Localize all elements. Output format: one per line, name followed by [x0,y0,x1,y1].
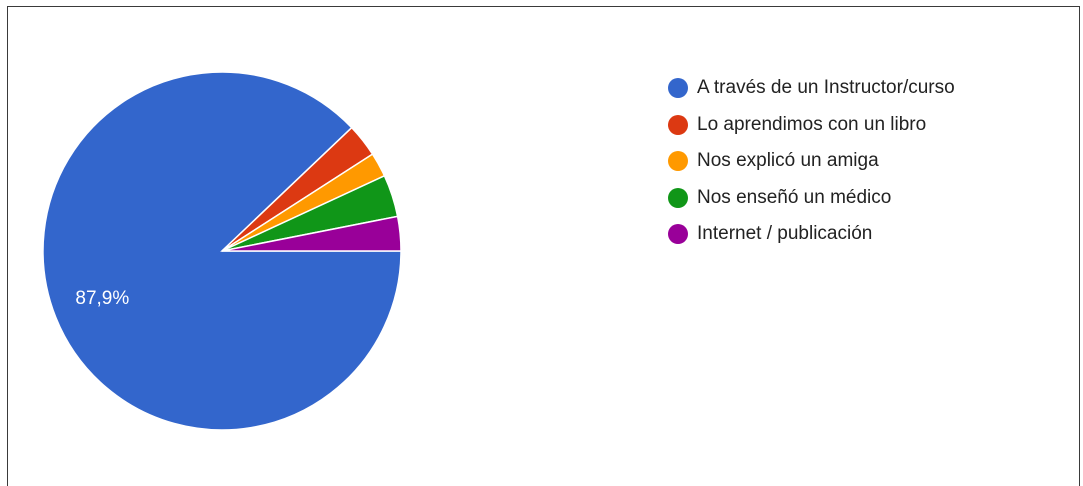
chart-legend: A través de un Instructor/curso Lo aprend… [668,70,955,253]
legend-item-4: Nos enseñó un médico [668,180,955,217]
legend-label: Nos enseñó un médico [697,186,892,208]
legend-label: Nos explicó un amiga [697,150,879,172]
legend-dot-icon [668,114,688,135]
pie-slice-label-1: 87,9% [75,288,129,309]
pie-slice-1 [42,71,402,431]
legend-label: Internet / publicación [697,223,873,245]
legend-dot-icon [668,78,688,99]
legend-label: A través de un Instructor/curso [697,77,955,99]
legend-item-3: Nos explicó un amiga [668,143,955,180]
legend-label: Lo aprendimos con un libro [697,113,927,135]
legend-dot-icon [668,151,688,172]
legend-dot-icon [668,187,688,208]
legend-item-5: Internet / publicación [668,216,955,253]
legend-item-1: A través de un Instructor/curso [668,70,955,107]
legend-dot-icon [668,224,688,245]
legend-item-2: Lo aprendimos con un libro [668,107,955,144]
pie-slice-5 [221,215,402,252]
